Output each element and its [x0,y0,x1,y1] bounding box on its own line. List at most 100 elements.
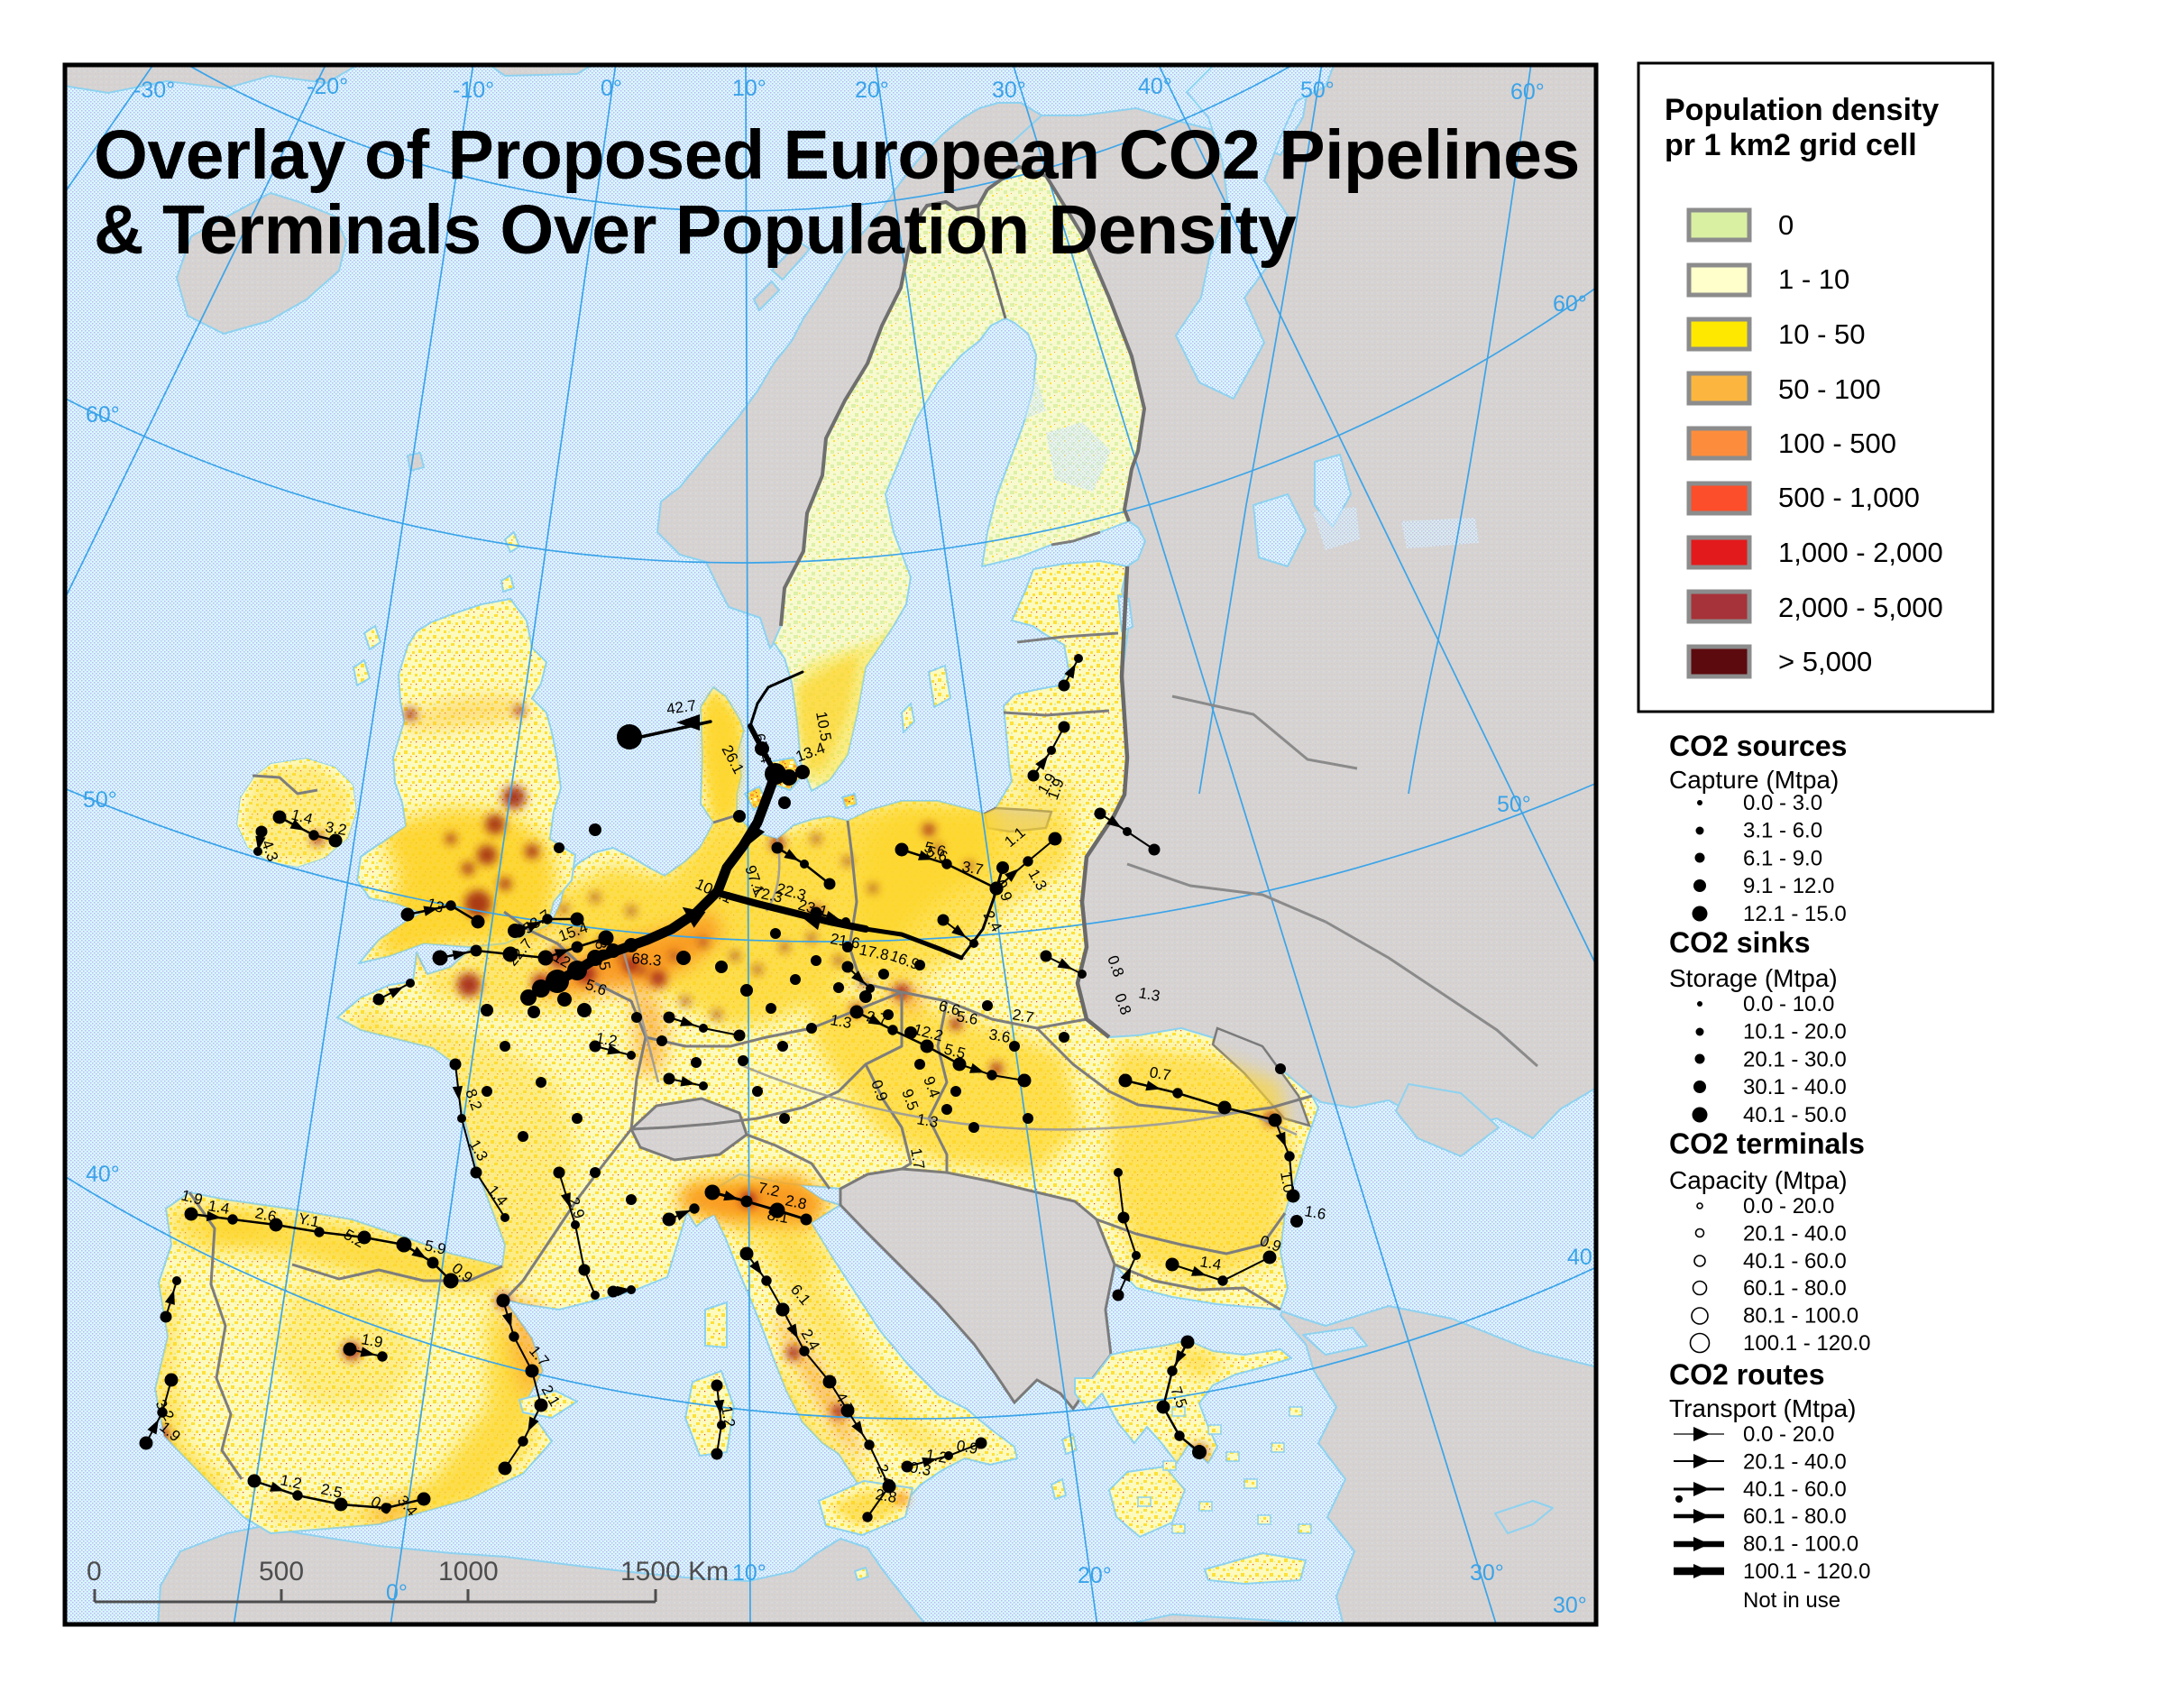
svg-text:0.0 - 3.0: 0.0 - 3.0 [1743,791,1822,815]
svg-text:80.1 - 100.0: 80.1 - 100.0 [1743,1532,1858,1557]
svg-text:5.6: 5.6 [955,1007,979,1028]
svg-text:100 - 500: 100 - 500 [1778,428,1896,459]
svg-text:2.8: 2.8 [874,1485,898,1506]
svg-text:2.5: 2.5 [319,1480,344,1502]
svg-text:-10°: -10° [453,78,494,103]
svg-text:2,000 - 5,000: 2,000 - 5,000 [1778,592,1943,623]
svg-text:10°: 10° [732,1560,766,1586]
svg-text:9.1 - 12.0: 9.1 - 12.0 [1743,874,1834,898]
svg-text:1.2: 1.2 [594,1029,619,1050]
svg-text:0.7: 0.7 [1148,1063,1172,1084]
svg-text:-30°: -30° [133,78,175,103]
svg-text:20°: 20° [1078,1563,1112,1588]
svg-text:3.7: 3.7 [960,858,985,878]
svg-text:0.0 - 10.0: 0.0 - 10.0 [1743,992,1834,1016]
svg-text:20.1 - 30.0: 20.1 - 30.0 [1743,1047,1847,1071]
svg-text:60.1 - 80.0: 60.1 - 80.0 [1743,1276,1847,1301]
svg-text:1.9: 1.9 [360,1330,384,1351]
svg-text:10°: 10° [732,76,766,101]
svg-text:30°: 30° [1553,1593,1587,1618]
svg-text:2.7: 2.7 [865,1007,889,1028]
svg-text:6.1 - 9.0: 6.1 - 9.0 [1743,846,1822,870]
svg-text:2.6: 2.6 [253,1204,278,1226]
svg-text:Y.1: Y.1 [297,1209,321,1230]
svg-text:Not in use: Not in use [1743,1588,1840,1613]
svg-text:> 5,000: > 5,000 [1778,646,1872,677]
svg-text:1 - 10: 1 - 10 [1778,263,1849,295]
svg-text:1.0: 1.0 [1277,1170,1298,1194]
svg-text:2.7: 2.7 [1011,1006,1035,1026]
svg-text:CO2 sinks: CO2 sinks [1669,926,1811,959]
svg-text:50°: 50° [1300,78,1335,103]
svg-text:60°: 60° [1553,291,1587,317]
svg-text:60.1 - 80.0: 60.1 - 80.0 [1743,1504,1847,1529]
svg-text:500 - 1,000: 500 - 1,000 [1778,482,1920,513]
svg-text:100.1 - 120.0: 100.1 - 120.0 [1743,1559,1870,1584]
svg-text:8.1: 8.1 [766,1206,790,1227]
svg-text:pr 1 km2 grid cell: pr 1 km2 grid cell [1665,128,1917,162]
svg-text:0°: 0° [386,1580,408,1605]
svg-text:5.9: 5.9 [423,1237,447,1258]
svg-text:0.3: 0.3 [908,1458,932,1479]
svg-text:40.1 - 60.0: 40.1 - 60.0 [1743,1477,1847,1502]
svg-text:30°: 30° [1470,1560,1504,1586]
svg-text:40°: 40° [1138,74,1172,99]
svg-text:1.2: 1.2 [924,1446,949,1467]
svg-text:Capture (Mtpa): Capture (Mtpa) [1669,766,1839,794]
svg-text:40°: 40° [86,1162,120,1187]
svg-text:60°: 60° [86,402,120,428]
svg-text:1000: 1000 [438,1557,499,1586]
svg-text:30°: 30° [992,78,1026,103]
svg-text:60°: 60° [1510,79,1545,105]
svg-text:1500 Km: 1500 Km [620,1557,729,1586]
svg-text:0°: 0° [601,76,622,101]
svg-text:50°: 50° [1497,792,1531,817]
svg-text:40.1 - 50.0: 40.1 - 50.0 [1743,1103,1847,1127]
svg-text:1,000 - 2,000: 1,000 - 2,000 [1778,537,1943,568]
svg-text:68.3: 68.3 [631,950,663,970]
svg-text:3.6: 3.6 [987,1025,1012,1046]
svg-text:100.1 - 120.0: 100.1 - 120.0 [1743,1331,1870,1356]
svg-text:0.0 - 20.0: 0.0 - 20.0 [1743,1422,1834,1447]
svg-text:Overlay of Proposed European C: Overlay of Proposed European CO2 Pipelin… [94,116,1580,194]
svg-text:1.2: 1.2 [718,1404,739,1429]
svg-text:0: 0 [1778,209,1794,241]
svg-text:10 - 50: 10 - 50 [1778,318,1866,350]
svg-text:1.3: 1.3 [915,1110,940,1131]
svg-text:Population density: Population density [1665,93,1939,127]
svg-text:0.0 - 20.0: 0.0 - 20.0 [1743,1194,1834,1219]
svg-text:3.2: 3.2 [324,818,348,839]
svg-text:& Terminals Over Population De: & Terminals Over Population Density [94,191,1297,269]
svg-text:3.1 - 6.0: 3.1 - 6.0 [1743,819,1822,843]
svg-text:42.7: 42.7 [665,697,697,718]
svg-text:CO2 sources: CO2 sources [1669,730,1847,762]
svg-text:12.1 - 15.0: 12.1 - 15.0 [1743,902,1847,926]
svg-text:500: 500 [259,1557,304,1586]
svg-text:Transport (Mtpa): Transport (Mtpa) [1669,1394,1856,1422]
svg-text:1.2: 1.2 [279,1471,303,1493]
svg-text:Storage (Mtpa): Storage (Mtpa) [1669,964,1838,992]
svg-text:10.1 - 20.0: 10.1 - 20.0 [1743,1020,1847,1044]
svg-text:1.3: 1.3 [829,1011,853,1032]
svg-text:40.1 - 60.0: 40.1 - 60.0 [1743,1249,1847,1274]
svg-text:Capacity (Mtpa): Capacity (Mtpa) [1669,1166,1848,1194]
svg-text:7.2: 7.2 [757,1179,781,1200]
svg-text:2.8: 2.8 [784,1191,808,1213]
svg-text:30.1 - 40.0: 30.1 - 40.0 [1743,1075,1847,1099]
svg-text:50°: 50° [83,787,117,813]
svg-text:-20°: -20° [307,74,348,99]
svg-text:0.9: 0.9 [955,1437,979,1458]
svg-text:0: 0 [87,1557,102,1586]
svg-text:1.6: 1.6 [1303,1202,1327,1223]
svg-text:80.1 - 100.0: 80.1 - 100.0 [1743,1304,1858,1329]
svg-text:20.1 - 40.0: 20.1 - 40.0 [1743,1221,1847,1246]
svg-text:20°: 20° [855,78,889,103]
svg-text:1.3: 1.3 [1137,984,1161,1005]
svg-text:40°: 40° [1567,1245,1601,1270]
svg-text:20.1 - 40.0: 20.1 - 40.0 [1743,1449,1847,1474]
svg-text:1.4: 1.4 [206,1197,231,1218]
svg-text:1.4: 1.4 [1198,1253,1223,1274]
svg-text:CO2 terminals: CO2 terminals [1669,1127,1865,1160]
svg-text:1.7: 1.7 [907,1146,928,1171]
svg-text:50 - 100: 50 - 100 [1778,373,1881,405]
